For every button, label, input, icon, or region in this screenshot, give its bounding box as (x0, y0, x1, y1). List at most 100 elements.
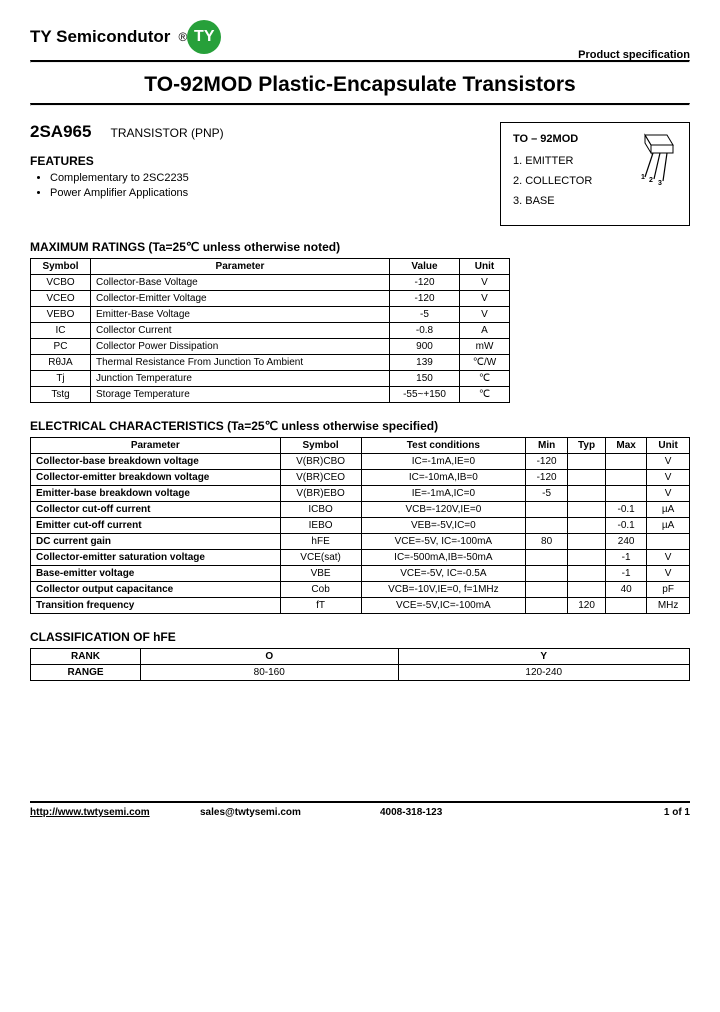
table-cell: -1 (606, 566, 647, 582)
registered-mark: ® (178, 30, 187, 44)
table-cell: V(BR)CBO (280, 454, 361, 470)
table-cell: VCEO (31, 291, 91, 307)
table-cell (606, 454, 647, 470)
table-cell: IC=-500mA,IB=-50mA (361, 550, 525, 566)
table-cell: Collector-base breakdown voltage (31, 454, 281, 470)
table-cell: 120-240 (398, 665, 690, 681)
table-header: Max (606, 438, 647, 454)
table-cell: µA (647, 502, 690, 518)
table-cell (526, 598, 568, 614)
feature-item: Power Amplifier Applications (50, 187, 486, 199)
table-row: VEBOEmitter-Base Voltage-5V (31, 307, 510, 323)
table-row: RθJAThermal Resistance From Junction To … (31, 355, 510, 371)
table-header: Y (398, 649, 690, 665)
table-row: PCCollector Power Dissipation900mW (31, 339, 510, 355)
table-cell: ICBO (280, 502, 361, 518)
pin-label: 3. BASE (513, 195, 677, 207)
table-cell: Emitter-Base Voltage (91, 307, 390, 323)
package-drawing-icon: 1 2 3 (627, 133, 677, 188)
table-cell: 80 (526, 534, 568, 550)
table-cell: -120 (526, 454, 568, 470)
table-cell: Collector Power Dissipation (91, 339, 390, 355)
table-cell: VCE=-5V, IC=-0.5A (361, 566, 525, 582)
table-cell: IC (31, 323, 91, 339)
svg-text:1: 1 (641, 174, 645, 181)
table-cell: A (460, 323, 510, 339)
table-cell: Collector output capacitance (31, 582, 281, 598)
table-row: TstgStorage Temperature-55~+150℃ (31, 387, 510, 403)
table-cell: -0.8 (390, 323, 460, 339)
part-type: TRANSISTOR (PNP) (111, 126, 224, 140)
table-cell: Junction Temperature (91, 371, 390, 387)
max-ratings-heading: MAXIMUM RATINGS (Ta=25℃ unless otherwise… (30, 240, 690, 254)
table-cell: VCE=-5V,IC=-100mA (361, 598, 525, 614)
table-cell: -0.1 (606, 502, 647, 518)
table-cell (526, 502, 568, 518)
table-cell: Collector-Emitter Voltage (91, 291, 390, 307)
table-row: Base-emitter voltageVBEVCE=-5V, IC=-0.5A… (31, 566, 690, 582)
table-header: Parameter (91, 259, 390, 275)
table-cell (526, 582, 568, 598)
table-cell: Thermal Resistance From Junction To Ambi… (91, 355, 390, 371)
table-cell: IE=-1mA,IC=0 (361, 486, 525, 502)
table-cell: V (647, 486, 690, 502)
svg-text:2: 2 (649, 177, 653, 184)
table-cell: Tstg (31, 387, 91, 403)
table-cell (647, 534, 690, 550)
table-row: DC current gainhFEVCE=-5V, IC=-100mA8024… (31, 534, 690, 550)
table-cell: Collector cut-off current (31, 502, 281, 518)
table-cell: V (647, 550, 690, 566)
table-cell: Collector Current (91, 323, 390, 339)
table-cell: IC=-1mA,IE=0 (361, 454, 525, 470)
title-rule (30, 103, 690, 106)
table-row: ICCollector Current-0.8A (31, 323, 510, 339)
table-cell: 80-160 (141, 665, 399, 681)
company-name: TY Semicondutor (30, 27, 170, 47)
classification-heading: CLASSIFICATION OF hFE (30, 630, 690, 644)
table-cell: ℃ (460, 387, 510, 403)
table-cell: mW (460, 339, 510, 355)
table-cell: Emitter-base breakdown voltage (31, 486, 281, 502)
table-cell: -120 (390, 291, 460, 307)
table-cell: ℃/W (460, 355, 510, 371)
table-cell: ℃ (460, 371, 510, 387)
table-cell (606, 598, 647, 614)
svg-text:3: 3 (658, 180, 662, 187)
table-cell: IC=-10mA,IB=0 (361, 470, 525, 486)
features-section: FEATURES Complementary to 2SC2235 Power … (30, 154, 486, 199)
table-cell (568, 454, 606, 470)
table-row: Collector-emitter saturation voltageVCE(… (31, 550, 690, 566)
table-cell (568, 502, 606, 518)
table-cell (568, 486, 606, 502)
table-cell (526, 566, 568, 582)
table-cell (526, 518, 568, 534)
table-cell: RANGE (31, 665, 141, 681)
table-cell: V (647, 454, 690, 470)
table-row: VCEOCollector-Emitter Voltage-120V (31, 291, 510, 307)
table-cell: 120 (568, 598, 606, 614)
table-cell: MHz (647, 598, 690, 614)
table-cell (568, 566, 606, 582)
table-cell: µA (647, 518, 690, 534)
table-cell: IEBO (280, 518, 361, 534)
table-cell: V (460, 291, 510, 307)
table-cell: DC current gain (31, 534, 281, 550)
table-cell: V (647, 470, 690, 486)
footer-url: http://www.twtysemi.com (30, 807, 200, 818)
table-cell: PC (31, 339, 91, 355)
table-cell: -120 (390, 275, 460, 291)
table-cell: Collector-emitter breakdown voltage (31, 470, 281, 486)
table-cell: Collector-Base Voltage (91, 275, 390, 291)
table-cell: -55~+150 (390, 387, 460, 403)
table-cell: -5 (526, 486, 568, 502)
table-cell (568, 550, 606, 566)
table-cell: -120 (526, 470, 568, 486)
table-cell (568, 582, 606, 598)
table-cell: RθJA (31, 355, 91, 371)
table-row: VCBOCollector-Base Voltage-120V (31, 275, 510, 291)
table-cell: fT (280, 598, 361, 614)
table-header: Min (526, 438, 568, 454)
table-cell: -1 (606, 550, 647, 566)
table-cell: VCB=-120V,IE=0 (361, 502, 525, 518)
table-cell: V (460, 275, 510, 291)
